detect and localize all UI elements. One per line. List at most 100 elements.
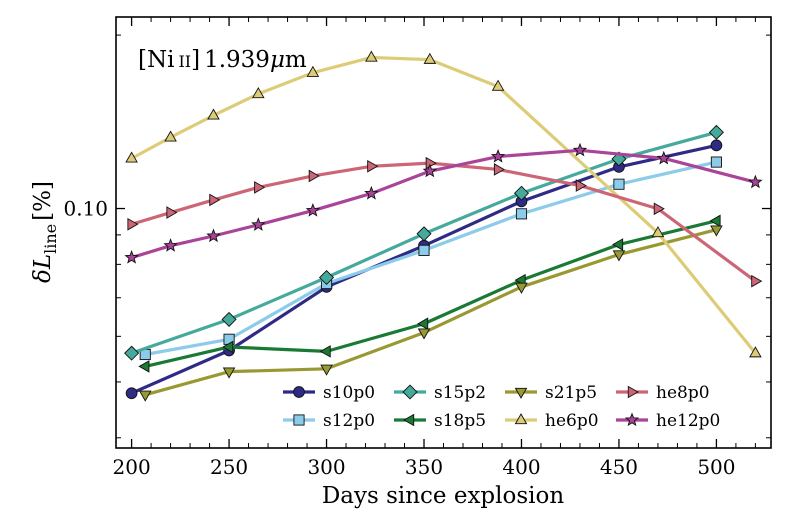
- data-point-s10p0-6: [710, 139, 723, 152]
- data-point-he6p0-6: [423, 52, 437, 64]
- data-point-s15p2-4: [513, 185, 530, 201]
- legend-label-s12p0: s12p0: [323, 411, 375, 431]
- legend-entry-s18p5: s18p5: [394, 411, 486, 431]
- series-line-he8p0: [131, 161, 757, 283]
- data-point-s12p0-6: [710, 156, 722, 168]
- legend-entry-s15p2: s15p2: [394, 383, 486, 403]
- data-point-he8p0-3: [254, 181, 266, 194]
- legend-marker-he6p0: [514, 413, 528, 425]
- data-point-s21p5-3: [417, 328, 431, 340]
- legend-label-he6p0: he6p0: [545, 411, 599, 431]
- axis-layer: 200 250 300 350 400 450 500 0.10: [63, 17, 771, 479]
- data-point-s18p5-2: [319, 345, 331, 358]
- data-point-he12p0-3: [251, 217, 266, 231]
- legend-marker-he8p0: [627, 385, 639, 399]
- data-point-he8p0-0: [127, 217, 139, 231]
- data-point-he8p0-10: [751, 274, 763, 288]
- y-axis-label: δLline[%]: [30, 181, 60, 283]
- data-point-he12p0-5: [364, 185, 379, 200]
- legend-label-he8p0: he8p0: [656, 383, 710, 403]
- y-tick-label-0.1: 0.10: [63, 197, 108, 221]
- legend-label-s15p2: s15p2: [434, 383, 486, 403]
- data-point-he8p0-8: [575, 179, 587, 192]
- legend-entry-s10p0: s10p0: [283, 383, 375, 403]
- data-point-he12p0-1: [163, 238, 178, 252]
- data-point-s21p5-2: [320, 364, 333, 376]
- series-s10p0: [125, 139, 723, 400]
- legend-entry-s21p5: s21p5: [505, 383, 597, 403]
- data-point-s18p5-6: [709, 214, 721, 228]
- legend: s10p0 s12p0 s15p2 s18p5 s21p5 he6p0 he8p0 he12p…: [283, 383, 720, 431]
- series-he8p0: [127, 156, 763, 288]
- data-point-he6p0-4: [306, 65, 320, 77]
- data-point-he8p0-6: [425, 156, 437, 170]
- data-point-s12p0-3: [418, 244, 430, 256]
- data-point-he6p0-0: [125, 151, 138, 163]
- data-point-s15p2-3: [416, 226, 432, 242]
- data-point-he6p0-7: [491, 79, 505, 91]
- series-layer: [124, 50, 763, 402]
- x-tick-label-350: 350: [405, 455, 443, 479]
- x-tick-label-400: 400: [502, 455, 540, 479]
- data-point-he12p0-2: [206, 228, 221, 243]
- legend-entry-he6p0: he6p0: [505, 411, 599, 431]
- data-point-he6p0-2: [207, 108, 220, 120]
- series-s21p5: [138, 225, 723, 402]
- data-point-s15p2-0: [124, 345, 140, 361]
- data-point-he8p0-5: [367, 159, 379, 173]
- data-point-he12p0-4: [305, 202, 321, 217]
- data-point-he8p0-1: [166, 206, 178, 219]
- series-s18p5: [138, 214, 721, 373]
- data-point-he12p0-6: [422, 163, 438, 178]
- series-line-s12p0: [144, 160, 717, 357]
- legend-label-s10p0: s10p0: [323, 383, 375, 403]
- legend-label-s18p5: s18p5: [434, 411, 486, 431]
- legend-marker-he12p0: [624, 412, 640, 427]
- data-point-s18p5-3: [417, 317, 429, 331]
- data-point-he6p0-3: [252, 87, 265, 99]
- series-he12p0: [124, 142, 763, 264]
- data-point-s21p5-4: [515, 282, 528, 294]
- data-point-s21p5-5: [612, 250, 626, 262]
- legend-label-he12p0: he12p0: [656, 411, 720, 431]
- series-s15p2: [124, 124, 724, 361]
- data-point-s15p2-1: [221, 311, 237, 327]
- data-point-s21p5-6: [710, 225, 723, 237]
- legend-label-s21p5: s21p5: [545, 383, 597, 403]
- x-tick-label-500: 500: [697, 455, 735, 479]
- legend-entry-he12p0: he12p0: [616, 411, 720, 431]
- data-point-s15p2-6: [708, 124, 724, 140]
- data-point-he12p0-8: [572, 142, 588, 157]
- data-point-s15p2-2: [319, 269, 335, 286]
- legend-entry-he8p0: he8p0: [616, 383, 710, 403]
- x-axis-label: Days since explosion: [322, 483, 565, 509]
- series-he6p0: [125, 50, 762, 358]
- x-tick-label-450: 450: [600, 455, 638, 479]
- data-point-he8p0-9: [653, 202, 665, 216]
- data-point-s21p5-1: [222, 367, 236, 379]
- x-tick-label-250: 250: [210, 455, 248, 479]
- data-point-s12p0-4: [515, 208, 528, 220]
- x-tick-label-300: 300: [307, 455, 345, 479]
- data-point-s10p0-0: [125, 387, 138, 400]
- data-point-s18p5-1: [222, 340, 234, 354]
- legend-marker-s12p0: [293, 414, 305, 426]
- legend-marker-s10p0: [293, 386, 305, 398]
- chart-annotation: [Ni II] 1.939μm: [138, 47, 307, 73]
- data-point-he6p0-9: [749, 346, 762, 358]
- data-point-he12p0-0: [124, 250, 139, 264]
- legend-marker-s21p5: [514, 387, 528, 399]
- data-point-he12p0-10: [748, 174, 763, 189]
- data-point-s12p0-5: [613, 178, 625, 190]
- data-point-s18p5-0: [138, 360, 150, 373]
- data-point-s18p5-5: [612, 238, 624, 251]
- data-point-he8p0-4: [308, 169, 320, 183]
- legend-entry-s12p0: s12p0: [283, 411, 375, 431]
- data-point-he8p0-2: [209, 193, 221, 207]
- data-point-he6p0-1: [164, 130, 177, 142]
- data-point-he12p0-9: [656, 150, 671, 165]
- data-point-s21p5-0: [138, 390, 152, 402]
- legend-marker-s18p5: [403, 413, 415, 427]
- data-point-he6p0-5: [365, 50, 378, 62]
